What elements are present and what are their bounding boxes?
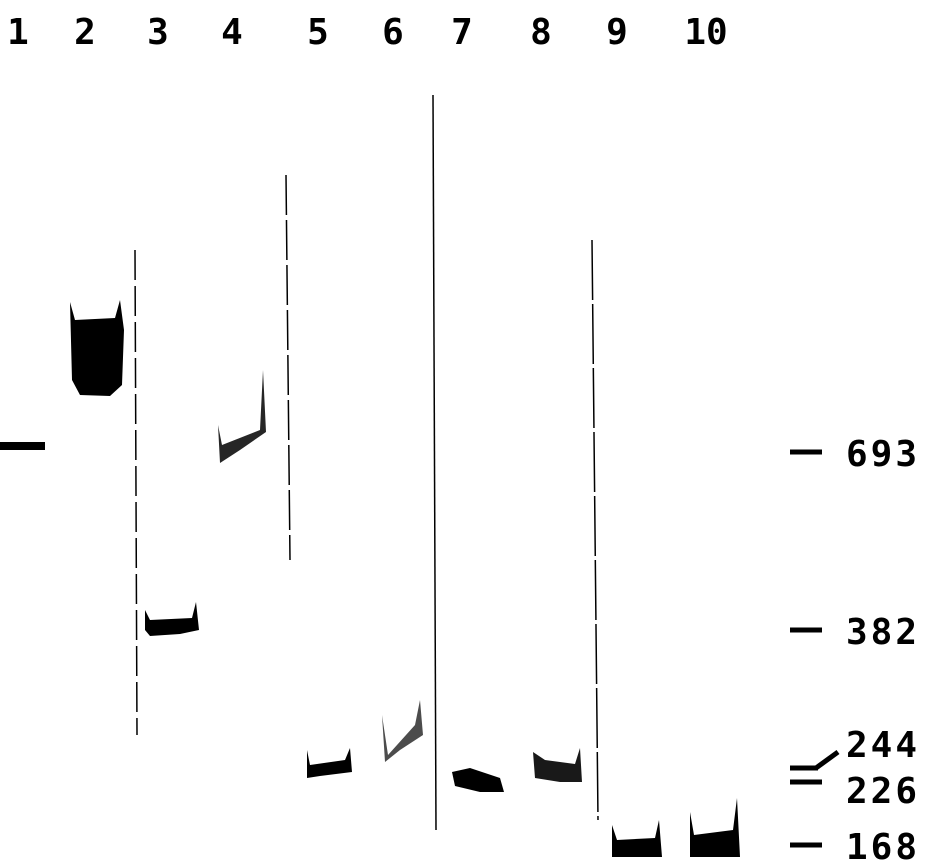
lane-label: 9	[606, 12, 628, 53]
band	[612, 820, 662, 857]
separator	[591, 239, 599, 821]
lane-label: 4	[221, 12, 243, 53]
marker-label: 382	[846, 612, 920, 653]
band	[452, 768, 504, 792]
band	[307, 748, 352, 778]
lane-label: 8	[530, 12, 552, 53]
lane-label: 2	[74, 12, 96, 53]
band	[145, 602, 199, 636]
separator	[432, 94, 437, 831]
marker-label: 168	[846, 827, 920, 865]
lane-label: 3	[147, 12, 169, 53]
separators	[134, 94, 599, 831]
band	[0, 442, 45, 450]
separator	[285, 174, 291, 561]
band	[382, 700, 423, 762]
marker-ticks	[790, 449, 840, 848]
marker-label: 244	[846, 725, 920, 766]
lane-label: 1	[7, 12, 29, 53]
marker-labels: 693 382 244 226 168	[846, 434, 920, 865]
band	[70, 300, 124, 396]
marker-label: 693	[846, 434, 920, 475]
lane-labels: 1 2 3 4 5 6 7 8 9 10	[7, 12, 728, 53]
band	[218, 370, 266, 463]
lane-label: 7	[451, 12, 473, 53]
band	[690, 798, 740, 857]
marker-tick	[814, 749, 840, 771]
lane-label: 5	[307, 12, 329, 53]
separator	[134, 249, 138, 736]
lane-label: 6	[382, 12, 404, 53]
band	[533, 748, 582, 782]
lane-label: 10	[684, 12, 727, 53]
bands	[0, 300, 740, 857]
marker-label: 226	[846, 771, 920, 812]
